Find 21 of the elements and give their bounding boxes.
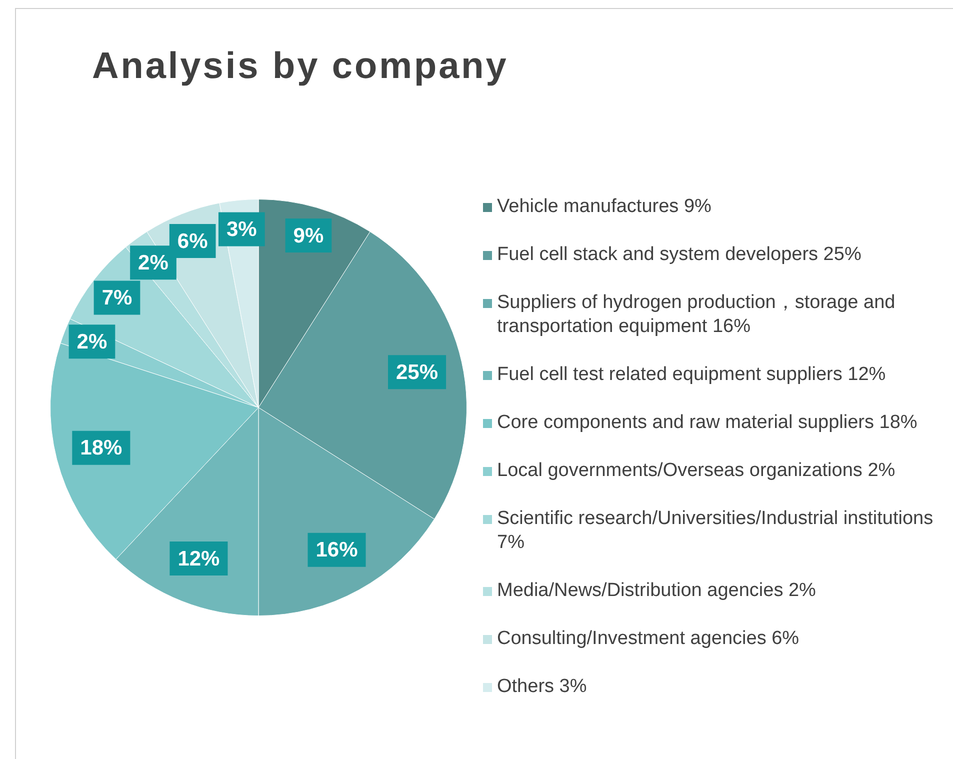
data-label: 3% — [226, 218, 258, 241]
legend-label: Vehicle manufactures 9% — [497, 195, 712, 219]
legend-label: Fuel cell test related equipment suppliers 12% — [497, 363, 886, 387]
legend-label: Others 3% — [497, 675, 587, 699]
chart-title: Analysis by company — [92, 45, 508, 87]
data-label: 7% — [102, 286, 132, 310]
legend-label: Suppliers of hydrogen production，storage and transportation equipment 16% — [497, 291, 896, 339]
data-label: 16% — [316, 538, 358, 562]
data-label: 2% — [76, 330, 108, 354]
data-label: 9% — [293, 224, 324, 248]
legend-label: Media/News/Distribution agencies 2% — [497, 579, 816, 603]
legend-label: Core components and raw material suppliers 18% — [497, 411, 918, 435]
data-label: 12% — [178, 547, 220, 570]
data-label: 6% — [177, 230, 208, 253]
legend-label: Fuel cell stack and system developers 25% — [497, 243, 862, 267]
legend-label: Local governments/Overseas organizations 2% — [497, 459, 896, 483]
data-label: 25% — [396, 360, 438, 384]
data-label: 2% — [138, 251, 169, 274]
data-label: 18% — [80, 436, 123, 460]
legend-label: Consulting/Investment agencies 6% — [497, 627, 800, 651]
legend-label: Scientific research/Universities/Industrial institutions 7% — [497, 507, 934, 555]
